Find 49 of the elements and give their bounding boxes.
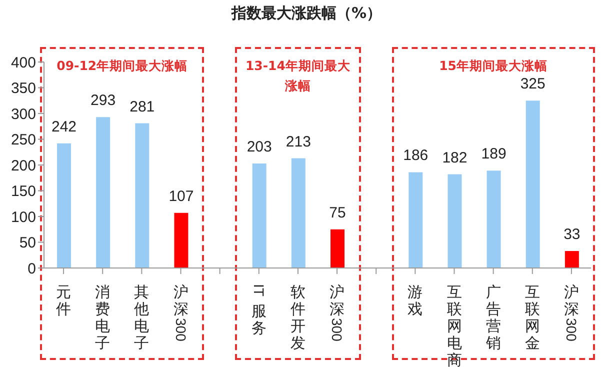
- y-tick-label: 100: [10, 208, 36, 226]
- data-label: 281: [130, 98, 155, 116]
- y-tick-label: 250: [10, 132, 36, 149]
- data-label: 189: [481, 146, 506, 163]
- y-tick-label: 400: [10, 54, 36, 72]
- data-label: 182: [442, 149, 468, 166]
- bar: [486, 170, 501, 268]
- y-tick-label: 200: [10, 157, 36, 174]
- data-label: 186: [403, 147, 428, 164]
- x-tick-label: 软件开发: [290, 283, 306, 352]
- bar: [291, 158, 306, 268]
- data-label: 33: [564, 226, 580, 244]
- x-tick-label: 互联网电商: [446, 283, 462, 367]
- y-tick-label: 150: [10, 183, 36, 200]
- data-label: 75: [329, 204, 346, 222]
- chart-title: 指数最大涨跌幅（%）: [230, 4, 383, 23]
- x-tick-label: 游戏: [408, 283, 423, 318]
- bar: [135, 123, 150, 268]
- bar: [526, 100, 540, 268]
- x-tick-label: 沪深300: [329, 283, 346, 342]
- x-tick-label: IT服务: [250, 284, 267, 337]
- x-tick-label: 广告营销: [484, 283, 501, 352]
- bar: [408, 172, 423, 268]
- bar: [174, 212, 188, 268]
- x-tick-label: 消费电子: [95, 283, 110, 352]
- x-tick-label: 沪深300: [172, 283, 189, 342]
- bar: [564, 251, 579, 268]
- annotation: 09-12年期间最大涨幅: [56, 57, 189, 75]
- x-tick-label: 互联网金: [524, 283, 540, 352]
- annotation: 13-14年期间最大涨幅: [244, 57, 352, 95]
- y-tick-label: 50: [19, 234, 36, 252]
- data-label: 213: [286, 133, 311, 150]
- x-tick-label: 沪深300: [563, 283, 580, 342]
- data-label: 325: [520, 76, 546, 93]
- data-label: 293: [90, 92, 116, 110]
- x-tick-label: 元件: [56, 283, 72, 318]
- y-tick-label: 350: [10, 80, 36, 98]
- annotation: 15年期间最大涨幅: [438, 57, 549, 75]
- bar: [57, 143, 71, 268]
- data-label: 242: [51, 118, 77, 136]
- bar: [252, 163, 266, 268]
- bar: [448, 174, 462, 268]
- x-tick-label: 其他电子: [134, 283, 150, 352]
- bar: [96, 117, 110, 268]
- y-tick-label: 300: [10, 106, 36, 123]
- bar: [330, 229, 344, 268]
- data-label: 107: [168, 188, 194, 205]
- y-tick-label: 0: [28, 260, 36, 278]
- data-label: 203: [246, 138, 272, 156]
